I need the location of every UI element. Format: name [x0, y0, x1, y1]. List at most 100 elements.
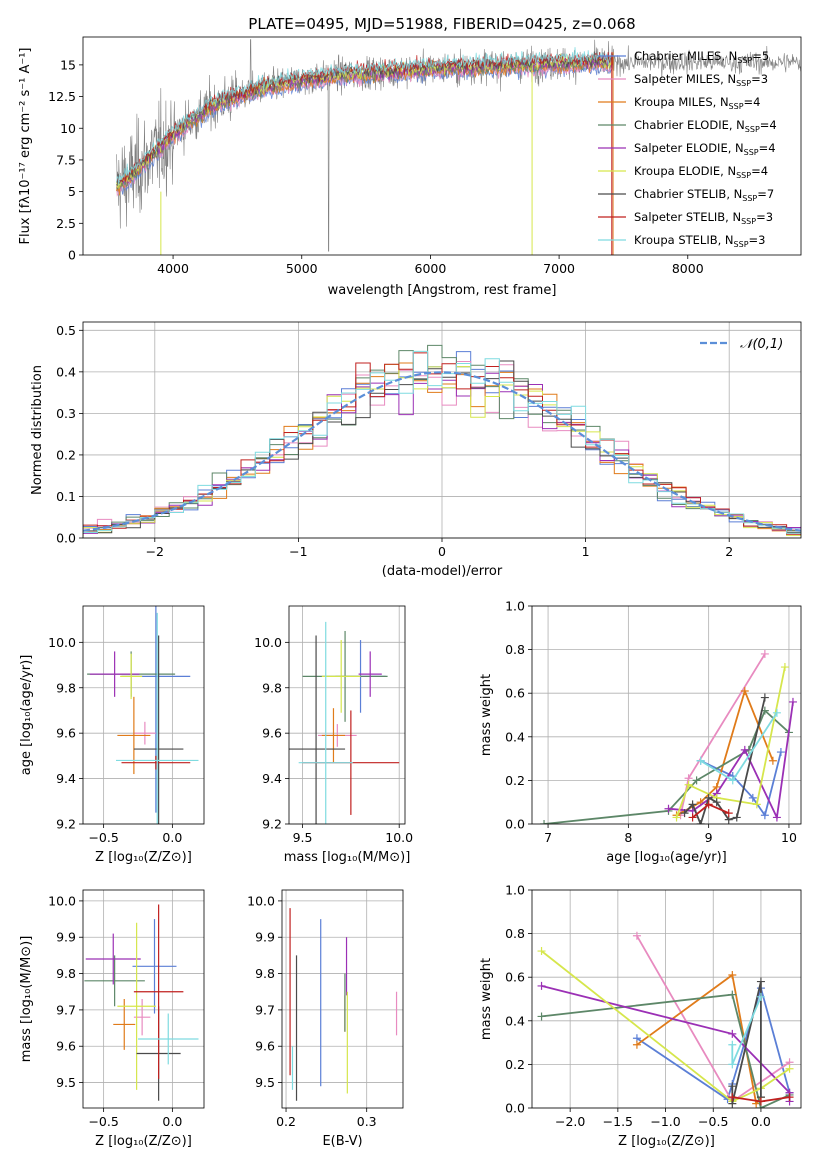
- y-tick-label: 9.2: [262, 817, 282, 832]
- x-tick-label: 10.0: [385, 830, 413, 845]
- y-tick-label: 15: [60, 57, 76, 72]
- y-tick-label: 0.8: [505, 926, 525, 941]
- y-tick-label: 10.0: [48, 635, 76, 650]
- legend-entry: Chabrier ELODIE, NSSP=4: [634, 118, 777, 134]
- y-tick-label: 0.4: [505, 1013, 525, 1028]
- x-tick-label: 9.5: [293, 830, 313, 845]
- salpeter-miles-point: [760, 649, 769, 658]
- x-tick-label: −1: [289, 544, 307, 559]
- spectrum-xlabel: wavelength [Angstrom, rest frame]: [328, 283, 557, 298]
- y-tick-label: 9.6: [255, 1039, 275, 1054]
- chabrier-miles-point: [748, 793, 757, 802]
- legend-entry: Kroupa STELIB, NSSP=3: [634, 233, 765, 249]
- y-tick-label: 9.9: [56, 930, 76, 945]
- chabrier-elodie-point: [537, 1012, 546, 1021]
- y-tick-label: 9.8: [56, 966, 76, 981]
- y-tick-label: 0.6: [505, 686, 525, 701]
- kroupa-miles-point: [632, 1040, 641, 1049]
- kroupa-miles-point: [768, 756, 777, 765]
- chabrier-stelib-point: [728, 1082, 737, 1091]
- mass_vs_Z-plot: [84, 904, 199, 1101]
- residuals-ylabel: Normed distribution: [30, 365, 45, 495]
- salpeter-miles-point: [632, 931, 641, 940]
- weight_vs_Z-plot: [537, 931, 794, 1108]
- spectrum-axes: 4000 5000 6000 7000 8000 0 2.5 5 7.5 10 12.5 15: [48, 57, 704, 276]
- kroupa-elodie-point: [684, 780, 693, 789]
- y-tick-label: 10: [60, 121, 76, 136]
- y-tick-label: 0.0: [56, 531, 76, 546]
- salpeter-elodie-weight-line: [668, 701, 794, 821]
- age_vs_mass-axes: 9.5 10.0 9.2 9.4 9.6 9.8 10.0: [254, 606, 413, 845]
- kroupa-stelib-histogram: [83, 350, 801, 534]
- salpeter-elodie-point: [728, 1029, 737, 1038]
- weight_vs_age-plot: [540, 649, 797, 824]
- spectrum-plot: [116, 39, 801, 255]
- age_vs_Z-axes: −0.5 0.0 9.2 9.4 9.6 9.8 10.0: [48, 606, 204, 845]
- salpeter-elodie-point: [740, 745, 749, 754]
- salpeter-elodie-point: [788, 697, 797, 706]
- y-tick-label: 9.9: [255, 930, 275, 945]
- y-tick-label: 10.0: [48, 893, 76, 908]
- x-tick-label: 0.0: [751, 1114, 771, 1129]
- x-tick-label: 2: [725, 544, 733, 559]
- chabrier-elodie-point: [540, 820, 549, 824]
- y-tick-label: 0: [68, 248, 76, 263]
- y-tick-label: 0.4: [56, 364, 76, 379]
- kroupa-stelib-point: [696, 756, 705, 765]
- chabrier-elodie-weight-line: [543, 709, 790, 824]
- kroupa-elodie-point: [752, 800, 761, 809]
- x-tick-label: 0.0: [162, 1114, 182, 1129]
- x-tick-label: −0.5: [88, 830, 118, 845]
- chabrier-elodie-point: [692, 776, 701, 785]
- x-tick-label: −2.0: [555, 1114, 585, 1129]
- x-tick-label: −0.5: [88, 1114, 118, 1129]
- residuals-axes: −2 −1 0 1 2 0.0 0.1 0.2 0.3 0.4 0.5: [56, 322, 801, 559]
- x-tick-label: 10: [781, 830, 797, 845]
- y-tick-label: 0.0: [505, 1101, 525, 1116]
- age_vs_Z-plot: [87, 606, 199, 824]
- kroupa-elodie-point: [780, 663, 789, 672]
- mass_vs_ebv-axes: 0.2 0.3 9.5 9.6 9.7 9.8 9.9 10.0: [247, 890, 403, 1129]
- kroupa-miles-point: [728, 971, 737, 980]
- y-tick-label: 9.2: [56, 817, 76, 832]
- residuals-frame: [82, 321, 802, 539]
- salpeter-stelib-point: [724, 809, 733, 818]
- x-tick-label: 7000: [543, 261, 575, 276]
- weight_vs_age-axes: 7 8 9 10 0.0 0.2 0.4 0.6 0.8 1.0: [505, 599, 801, 845]
- weight_vs_age-ylabel: mass weight: [479, 674, 494, 756]
- chabrier-elodie-weight-line: [541, 993, 790, 1108]
- legend-entry: Chabrier MILES, NSSP=5: [634, 49, 769, 65]
- y-tick-label: 9.8: [262, 680, 282, 695]
- chabrier-miles-point: [760, 811, 769, 820]
- x-tick-label: −0.5: [698, 1114, 728, 1129]
- kroupa-miles-point: [740, 687, 749, 696]
- kroupa-stelib-weight-line: [700, 712, 778, 782]
- y-tick-label: 0.2: [56, 447, 76, 462]
- mass_vs_Z-xlabel: Z [log₁₀(Z/Z⊙)]: [95, 1134, 192, 1149]
- legend-entry: Chabrier STELIB, NSSP=7: [634, 187, 774, 203]
- chabrier-elodie-histogram: [83, 344, 801, 534]
- y-tick-label: 9.6: [262, 726, 282, 741]
- x-tick-label: −1.5: [603, 1114, 633, 1129]
- mass_vs_Z-axes: −0.5 0.0 9.5 9.6 9.7 9.8 9.9 10.0: [48, 890, 204, 1129]
- y-tick-label: 0.4: [505, 729, 525, 744]
- y-tick-label: 9.8: [56, 680, 76, 695]
- residual-plot: [83, 344, 801, 537]
- x-tick-label: 0.0: [162, 830, 182, 845]
- chabrier-stelib-point: [688, 800, 697, 809]
- y-tick-label: 10.0: [247, 893, 275, 908]
- y-tick-label: 2.5: [56, 216, 76, 231]
- kroupa-elodie-point: [537, 947, 546, 956]
- salpeter-stelib-point: [728, 1093, 737, 1102]
- x-tick-label: 0.3: [357, 1114, 377, 1129]
- x-tick-label: 5000: [286, 261, 318, 276]
- y-tick-label: 9.7: [255, 1002, 275, 1017]
- age_vs_Z-frame: [82, 605, 205, 825]
- kroupa-stelib-point: [728, 776, 737, 785]
- chabrier-stelib-point: [680, 809, 689, 818]
- weight_vs_Z-xlabel: Z [log₁₀(Z/Z⊙)]: [618, 1134, 715, 1149]
- spectrum-title: PLATE=0495, MJD=51988, FIBERID=0425, z=0…: [248, 15, 635, 33]
- residuals-xlabel: (data-model)/error: [382, 564, 503, 579]
- y-tick-label: 1.0: [505, 883, 525, 898]
- y-tick-label: 0.6: [505, 970, 525, 985]
